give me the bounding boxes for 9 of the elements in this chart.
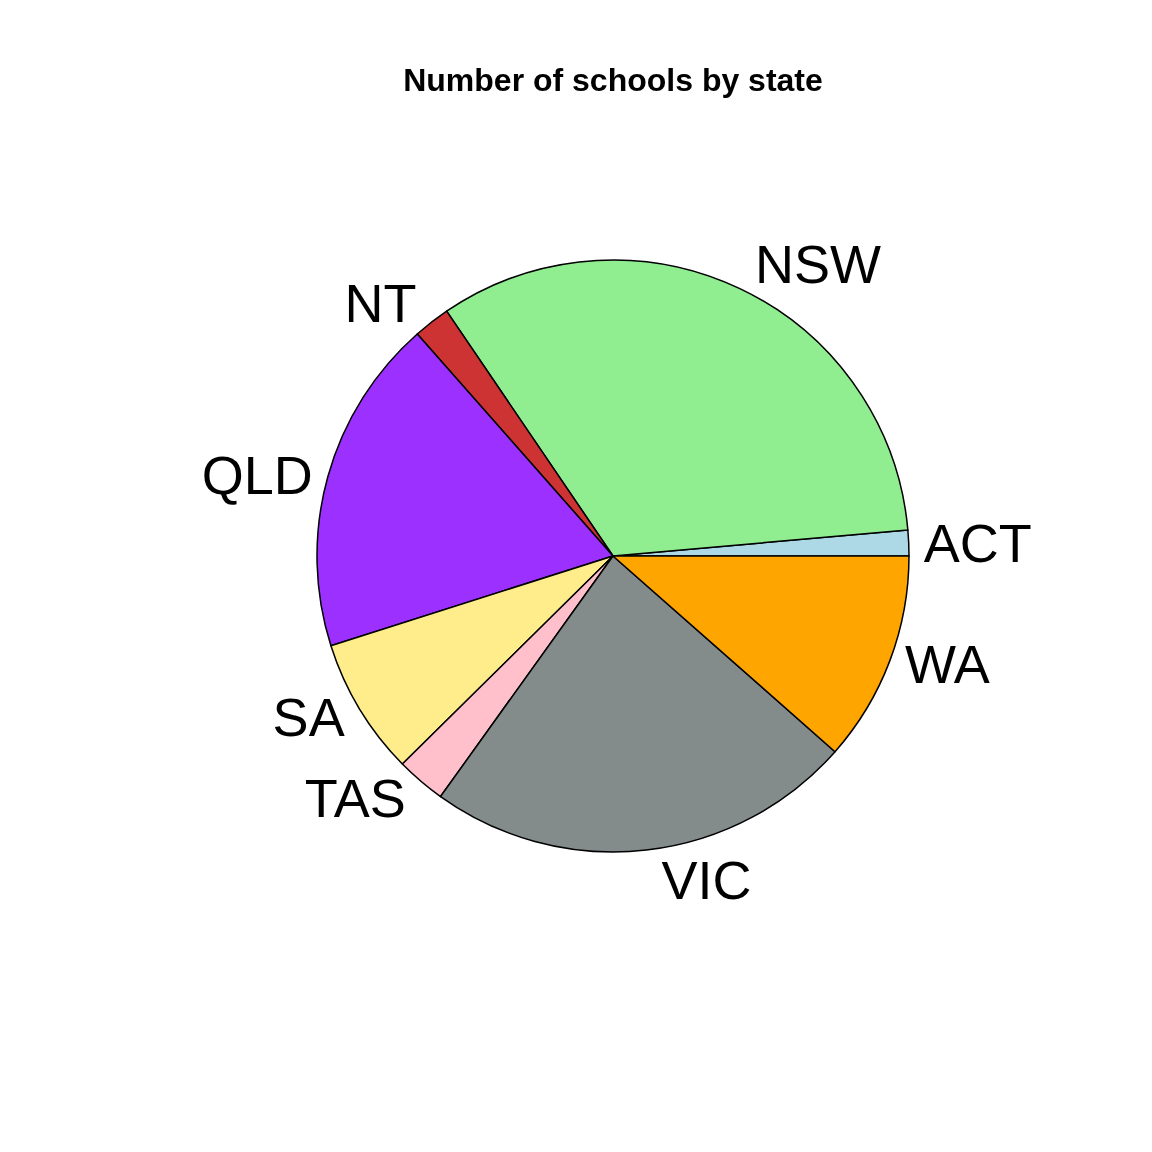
slice-label: VIC <box>661 849 752 910</box>
slice-label: WA <box>904 634 990 695</box>
slice-label: NT <box>344 273 417 334</box>
slice-label: SA <box>272 687 345 748</box>
slice-label: TAS <box>304 768 406 829</box>
slice-label: QLD <box>201 444 313 505</box>
chart-title: Number of schools by state <box>403 62 823 99</box>
slice-label: NSW <box>754 234 881 295</box>
slice-label: ACT <box>923 512 1032 573</box>
